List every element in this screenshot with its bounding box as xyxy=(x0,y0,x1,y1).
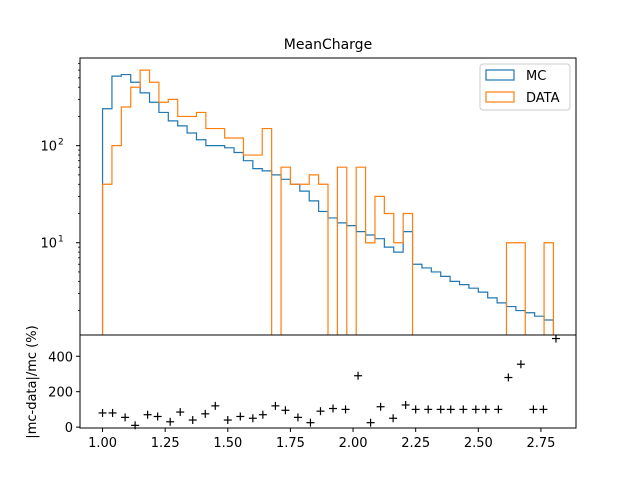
ratio-point xyxy=(411,405,420,414)
bottom-y-tick-label: 0 xyxy=(65,421,73,436)
ratio-point xyxy=(188,416,197,425)
legend-label-mc: MC xyxy=(526,69,546,84)
chart-title: MeanCharge xyxy=(284,37,372,53)
x-tick-label: 2.75 xyxy=(526,436,555,451)
ratio-point xyxy=(306,418,315,427)
top-y-tick-label: 10 xyxy=(40,237,57,252)
ratio-point xyxy=(481,405,490,414)
ratio-point xyxy=(176,408,185,417)
ratio-point xyxy=(108,408,117,417)
ratio-point xyxy=(446,405,455,414)
legend-frame xyxy=(479,63,571,111)
x-tick-label: 2.25 xyxy=(401,436,430,451)
ratio-point xyxy=(223,416,232,425)
bottom-x-axis-ticks: 1.00 1.25 1.50 1.75 2.00 2.25 2.50 2.75 xyxy=(88,428,555,451)
ratio-point xyxy=(121,413,130,422)
bottom-y-tick-label: 400 xyxy=(48,350,73,365)
ratio-point xyxy=(529,405,538,414)
ratio-point xyxy=(539,405,548,414)
x-tick-label: 1.25 xyxy=(151,436,180,451)
ratio-point xyxy=(236,412,245,421)
ratio-point xyxy=(516,360,525,369)
ratio-point xyxy=(459,405,468,414)
histogram-step-data xyxy=(101,69,555,335)
ratio-point xyxy=(98,408,107,417)
ratio-point xyxy=(271,401,280,410)
ratio-point xyxy=(376,402,385,411)
ratio-point xyxy=(389,414,398,423)
ratio-point xyxy=(436,405,445,414)
ratio-point xyxy=(341,405,350,414)
x-tick-label: 1.00 xyxy=(88,436,117,451)
bottom-ratio-plot: 0 200 400 1.00 1.25 1.50 1.75 2.00 2.25 2.50 2.75… xyxy=(25,325,577,451)
top-y-tick-exponent: 2 xyxy=(58,138,64,148)
ratio-point xyxy=(494,405,503,414)
ratio-point xyxy=(153,412,162,421)
bottom-axes-frame xyxy=(79,334,577,429)
ratio-point xyxy=(401,400,410,409)
ratio-point xyxy=(551,334,560,343)
legend-swatch-mc xyxy=(485,69,515,81)
x-tick-label: 2.50 xyxy=(464,436,493,451)
ratio-point xyxy=(424,405,433,414)
ratio-point xyxy=(504,373,513,382)
histogram-series-group xyxy=(101,69,555,335)
x-tick-label: 1.50 xyxy=(213,436,242,451)
ratio-point xyxy=(471,405,480,414)
top-y-tick-exponent: 1 xyxy=(58,235,64,245)
ratio-point xyxy=(329,404,338,413)
legend-label-data: DATA xyxy=(526,91,560,106)
x-tick-label: 2.00 xyxy=(339,436,368,451)
ratio-point xyxy=(258,410,267,419)
x-tick-label: 1.75 xyxy=(276,436,305,451)
ratio-points-group xyxy=(98,334,560,430)
bottom-y-axis-label: |mc-data|/mc (%) xyxy=(25,325,40,438)
legend: MC DATA xyxy=(479,63,571,111)
ratio-point xyxy=(281,406,290,415)
ratio-point xyxy=(316,407,325,416)
bottom-y-tick-label: 200 xyxy=(48,386,73,401)
ratio-point xyxy=(143,410,152,419)
ratio-point xyxy=(166,417,175,426)
ratio-point xyxy=(293,413,302,422)
ratio-point xyxy=(366,418,375,427)
bottom-y-axis-ticks: 0 200 400 xyxy=(48,350,80,436)
ratio-point xyxy=(201,409,210,418)
ratio-point xyxy=(248,414,257,423)
ratio-point xyxy=(354,371,363,380)
legend-swatch-data xyxy=(485,91,515,103)
ratio-point xyxy=(211,401,220,410)
top-y-tick-label: 10 xyxy=(40,140,57,155)
